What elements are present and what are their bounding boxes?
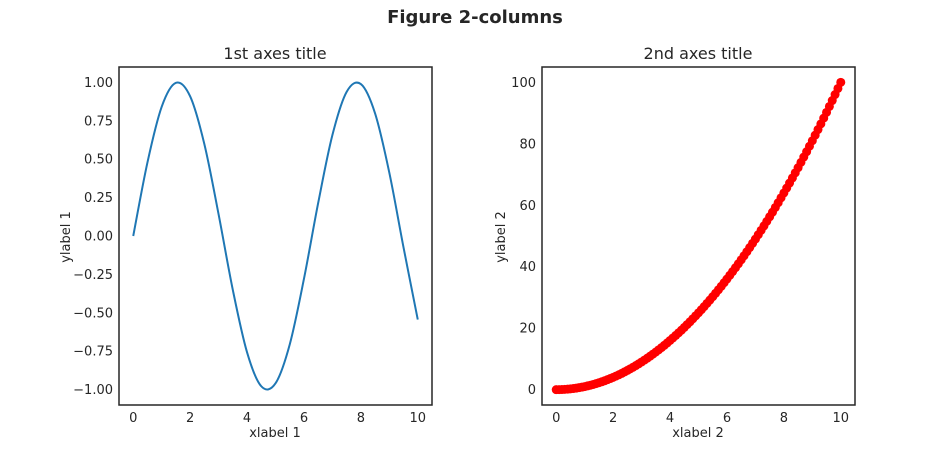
axes-2-ytick-label: 60 [519, 199, 536, 214]
series-line [132, 81, 419, 391]
figure-title: Figure 2-columns [387, 7, 563, 28]
axes-2: 2nd axes title xlabel 2 ylabel 2 0 2 4 6 8 10… [494, 44, 856, 441]
axes-1-ytick-label: 0.00 [84, 230, 113, 245]
axes-2-ylabel: ylabel 2 [494, 211, 509, 263]
axes-1: 1st axes title xlabel 1 ylabel 1 0 2 4 6 8 10… [59, 44, 433, 441]
scatter-point-interp [748, 238, 758, 248]
scatter-point-interp [676, 325, 686, 335]
scatter-point-interp [705, 295, 715, 305]
axes-1-xtick-label: 4 [243, 411, 251, 426]
axes-1-ytick-label: −0.25 [73, 268, 113, 283]
axes-2-xtick-label: 0 [552, 411, 560, 426]
scatter-point-interp [691, 311, 701, 321]
axes-2-ytick-label: 0 [528, 383, 536, 398]
scatter-point-interp [833, 83, 843, 93]
scatter-point-interp [819, 113, 829, 123]
axes-1-xtick-label: 0 [129, 411, 137, 426]
axes-1-marks [132, 81, 419, 391]
axes-2-xlabel: xlabel 2 [672, 426, 724, 441]
axes-1-title: 1st axes title [223, 44, 326, 63]
axes-2-xtick-label: 4 [666, 411, 674, 426]
axes-1-ytick-label: 0.75 [84, 114, 113, 129]
axes-1-xtick-label: 2 [186, 411, 194, 426]
scatter-point-interp [804, 141, 814, 151]
axes-1-ytick-label: 0.50 [84, 153, 113, 168]
axes-1-xlabel: xlabel 1 [249, 426, 301, 441]
axes-2-ytick-label: 20 [519, 322, 536, 337]
axes-2-frame [541, 66, 856, 406]
axes-1-xtick-label: 10 [409, 411, 426, 426]
axes-2-title: 2nd axes title [644, 44, 753, 63]
axes-2-ytick-label: 100 [511, 76, 536, 91]
scatter-point-interp [762, 216, 772, 226]
axes-2-xtick-label: 6 [723, 411, 731, 426]
axes-1-frame [118, 66, 433, 406]
axes-2-ytick-label: 80 [519, 137, 536, 152]
axes-1-ytick-label: −0.75 [73, 345, 113, 360]
scatter-point-interp [733, 259, 743, 269]
scatter-point-interp [790, 168, 800, 178]
axes-1-ytick-label: 1.00 [84, 76, 113, 91]
axes-1-ytick-label: −0.50 [73, 306, 113, 321]
axes-1-ylabel: ylabel 1 [59, 211, 74, 263]
axes-1-ticks: 0 2 4 6 8 10 1.00 0.75 0.50 0.25 0.00 −0.25 −0.50 −0.… [73, 76, 426, 426]
axes-2-xtick-label: 2 [609, 411, 617, 426]
axes-1-xtick-label: 8 [357, 411, 365, 426]
scatter-point-interp [776, 193, 786, 203]
scatter-point-interp [719, 278, 729, 288]
axes-1-xtick-label: 6 [300, 411, 308, 426]
axes-2-xtick-label: 10 [832, 411, 849, 426]
axes-2-ytick-label: 40 [519, 260, 536, 275]
axes-1-ytick-label: 0.25 [84, 191, 113, 206]
axes-2-xtick-label: 8 [780, 411, 788, 426]
axes-1-ytick-label: −1.00 [73, 383, 113, 398]
axes-2-marks [551, 77, 846, 395]
